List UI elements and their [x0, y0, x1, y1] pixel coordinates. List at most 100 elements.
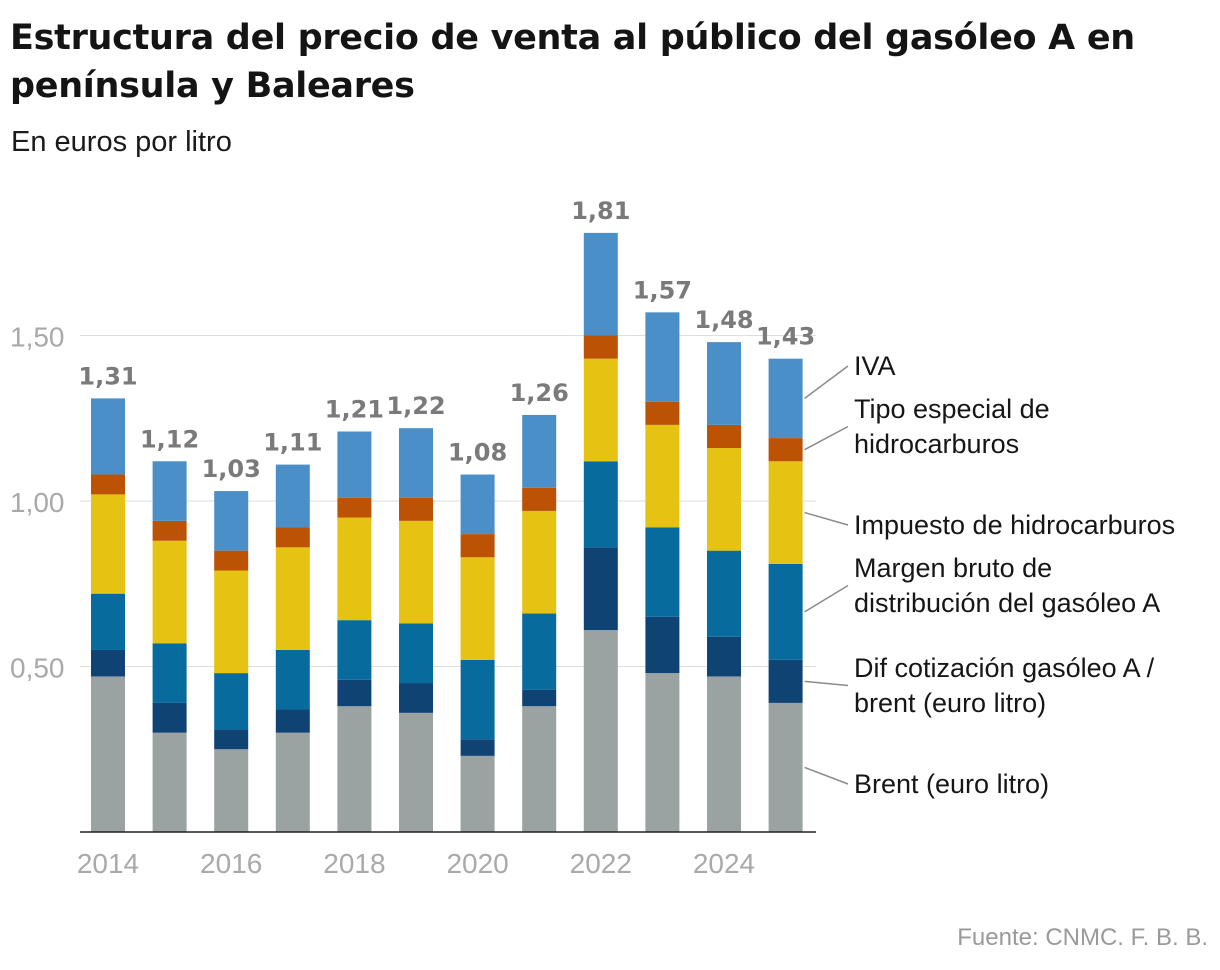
bar-segment — [768, 438, 803, 462]
stacked-bar-chart: 0,50 1,00 1,50 2014 2016 2018 2020 2022 2024 1,3… — [10, 197, 1175, 879]
bar-segment — [152, 461, 187, 521]
legend-label: distribución del gasóleo A — [854, 588, 1160, 618]
bar-segment — [522, 510, 557, 614]
bar-segment — [275, 527, 310, 548]
total-label: 1,81 — [571, 197, 630, 225]
legend-leader-line — [804, 425, 849, 451]
bar-segment — [707, 448, 741, 551]
bar-segment — [460, 474, 495, 535]
bar-segment — [522, 706, 557, 832]
legend-label: Dif cotización gasóleo A / — [854, 653, 1155, 683]
x-tick-label: 2018 — [323, 848, 385, 879]
y-tick-label: 1,50 — [10, 322, 65, 353]
bar-segment — [460, 739, 495, 756]
bar-segment — [460, 659, 495, 740]
legend-labels: IVA Tipo especial de hidrocarburos Impuesto… — [804, 351, 1175, 799]
bar-segment — [152, 643, 187, 703]
total-label: 1,21 — [325, 395, 384, 423]
bar-segment — [460, 755, 495, 832]
bar-segment — [337, 706, 372, 832]
bar-segment — [91, 593, 125, 650]
bar-segment — [399, 712, 433, 832]
bar-segment — [399, 497, 433, 521]
bar-segment — [583, 547, 618, 631]
bar-segment — [337, 497, 372, 518]
x-tick-label: 2014 — [77, 848, 139, 879]
bar-segment — [768, 563, 803, 660]
bar-segment — [152, 732, 187, 832]
x-tick-label: 2016 — [200, 848, 262, 879]
bar-segment — [337, 431, 372, 498]
bar-segment — [707, 636, 741, 677]
legend-label: Impuesto de hidrocarburos — [854, 510, 1175, 540]
bar-segment — [645, 616, 680, 674]
legend-entry: Dif cotización gasóleo A / brent (euro li… — [804, 653, 1155, 718]
bar-segment — [460, 534, 495, 558]
x-tick-label: 2022 — [570, 848, 632, 879]
total-label: 1,11 — [263, 429, 322, 457]
legend-entry: Margen bruto de distribución del gasóleo … — [804, 553, 1160, 618]
y-tick-label: 1,00 — [10, 487, 65, 518]
bar-segment — [707, 424, 741, 449]
axes: 0,50 1,00 1,50 2014 2016 2018 2020 2022 2024 — [10, 322, 816, 879]
bar-segment — [275, 547, 310, 650]
bar-segment — [522, 689, 557, 707]
bar-segment — [152, 520, 187, 541]
bar-segment — [399, 683, 433, 713]
bar-segment — [214, 550, 249, 571]
bar-segment — [707, 550, 741, 637]
bar-segment — [645, 527, 680, 617]
bar-segment — [583, 232, 618, 336]
bar-segment — [707, 342, 741, 425]
bar-segment — [275, 464, 310, 528]
bar-segment — [337, 517, 372, 621]
legend-entry: Impuesto de hidrocarburos — [804, 510, 1175, 540]
bar-segment — [337, 620, 372, 680]
bar-segment — [645, 401, 680, 425]
legend-leader-line — [804, 766, 849, 785]
total-label: 1,31 — [78, 362, 137, 390]
legend-label: IVA — [854, 351, 896, 381]
bar-segment — [460, 557, 495, 660]
bar-segment — [645, 424, 680, 528]
total-labels: 1,31 1,121,031,111,21 1,221,08 1,26 1,81 1,57… — [78, 197, 815, 483]
total-label: 1,48 — [694, 306, 753, 334]
bar-segment — [399, 623, 433, 684]
legend-entry: Tipo especial de hidrocarburos — [804, 394, 1050, 459]
bar-segment — [214, 749, 249, 832]
bar-segment — [645, 673, 680, 832]
source-note: Fuente: CNMC. F. B. B. — [957, 924, 1208, 951]
legend-label: Brent (euro litro) — [854, 769, 1049, 799]
bar-segment — [91, 474, 125, 495]
total-label: 1,08 — [448, 439, 507, 467]
bar-segment — [91, 398, 125, 475]
bar-segment — [91, 494, 125, 594]
bar-segment — [583, 335, 618, 359]
bar-segment — [399, 520, 433, 624]
bar-segment — [768, 358, 803, 439]
bar-segment — [583, 630, 618, 832]
legend-leader-line — [804, 584, 849, 613]
legend-label: hidrocarburos — [854, 429, 1019, 459]
bar-segment — [152, 540, 187, 644]
gridlines — [80, 335, 816, 667]
bar-segment — [214, 729, 249, 750]
legend-leader-line — [804, 680, 849, 687]
bar-segment — [214, 673, 249, 730]
legend-label: Tipo especial de — [854, 394, 1050, 424]
legend-label: Margen bruto de — [854, 553, 1052, 583]
bar-segment — [522, 487, 557, 511]
legend-leader-line — [804, 511, 849, 526]
total-label: 1,26 — [510, 379, 569, 407]
bar-segment — [337, 679, 372, 707]
bar-segment — [214, 491, 249, 551]
bar-segment — [275, 732, 310, 832]
x-tick-label: 2020 — [446, 848, 508, 879]
bar-segment — [583, 461, 618, 548]
total-label: 1,57 — [633, 276, 692, 304]
total-label: 1,22 — [386, 392, 445, 420]
bar-segment — [768, 702, 803, 832]
chart-title: Estructura del precio de venta al públic… — [10, 18, 1135, 106]
bar-segment — [152, 702, 187, 733]
chart-subtitle: En euros por litro — [11, 126, 232, 158]
